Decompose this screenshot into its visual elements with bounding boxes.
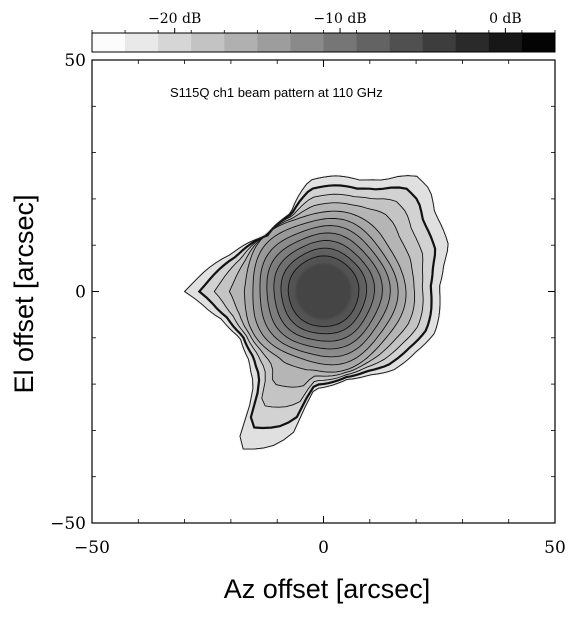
beam-contour	[197, 184, 437, 430]
y-tick-label: 0	[75, 283, 86, 303]
colorbar-cell	[488, 33, 523, 52]
colorbar-cell	[290, 33, 324, 52]
beam-contour	[243, 210, 407, 373]
colorbar-tick-label: −10 dB	[313, 11, 366, 27]
beam-contour	[259, 225, 391, 358]
colorbar-cell	[323, 33, 358, 52]
beam-contour	[252, 217, 399, 366]
colorbar-cell	[521, 33, 556, 52]
x-tick-label: 50	[544, 538, 566, 558]
y-tick-label: 50	[64, 51, 86, 71]
colorbar-cell	[224, 33, 258, 52]
y-tick-label: −50	[50, 514, 86, 534]
beam-contour	[273, 240, 375, 342]
colorbar-cell	[92, 33, 126, 52]
x-axis-label: Az offset [arcsec]	[224, 574, 431, 604]
colorbar-cell	[389, 33, 424, 52]
colorbar-cells	[92, 33, 556, 52]
chart-title: S115Q ch1 beam pattern at 110 GHz	[170, 85, 383, 100]
x-tick-label: 0	[318, 538, 329, 558]
x-tick-label: −50	[74, 538, 110, 558]
colorbar-cell	[125, 33, 159, 52]
axis-ticks: −50 0 50 −50 0 50	[50, 51, 566, 558]
colorbar-cell	[257, 33, 291, 52]
beam-contour-outer	[183, 175, 449, 450]
colorbar-cell	[158, 33, 192, 52]
colorbar-tick-label: 0 dB	[489, 11, 522, 27]
y-axis-label: El offset [arcsec]	[9, 194, 39, 393]
colorbar-tick-label: −20 dB	[148, 11, 201, 27]
colorbar-cell	[191, 33, 225, 52]
beam-contour	[287, 255, 360, 327]
beam-contour	[266, 232, 383, 350]
beam-contours	[183, 175, 449, 450]
beam-contour	[228, 202, 416, 388]
colorbar-cell	[455, 33, 490, 52]
beam-fill-level	[295, 263, 352, 320]
colorbar-cell	[422, 33, 457, 52]
colorbar-ticks: −20 dB −10 dB 0 dB	[91, 11, 556, 33]
colorbar-cell	[356, 33, 391, 52]
beam-image	[183, 175, 449, 450]
colorbar: −20 dB −10 dB 0 dB	[91, 11, 556, 53]
beam-contour	[280, 247, 368, 335]
